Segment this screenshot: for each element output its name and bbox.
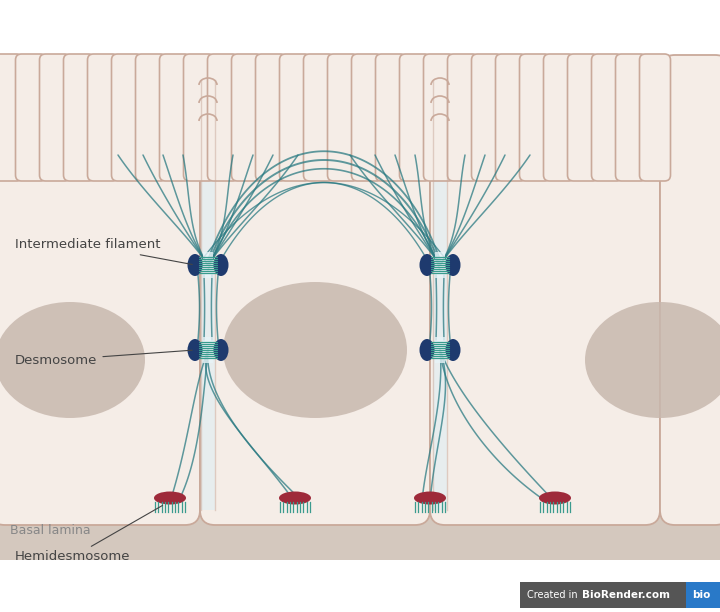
Text: Hemidesmosome: Hemidesmosome xyxy=(15,506,163,564)
FancyBboxPatch shape xyxy=(592,54,623,181)
Ellipse shape xyxy=(0,302,145,418)
Bar xyxy=(686,582,720,608)
Text: Basal lamina: Basal lamina xyxy=(10,523,91,537)
Ellipse shape xyxy=(539,491,571,504)
FancyBboxPatch shape xyxy=(430,55,660,525)
Text: Intermediate filament: Intermediate filament xyxy=(15,239,192,264)
FancyBboxPatch shape xyxy=(304,54,335,181)
Text: Desmosome: Desmosome xyxy=(15,350,192,367)
FancyBboxPatch shape xyxy=(160,54,191,181)
Ellipse shape xyxy=(446,254,461,276)
FancyBboxPatch shape xyxy=(448,54,479,181)
Ellipse shape xyxy=(214,339,228,361)
Text: BioRender.com: BioRender.com xyxy=(582,590,670,600)
FancyBboxPatch shape xyxy=(495,54,526,181)
FancyBboxPatch shape xyxy=(279,54,310,181)
Ellipse shape xyxy=(414,491,446,504)
Bar xyxy=(0,60,720,510)
Bar xyxy=(201,80,215,510)
FancyBboxPatch shape xyxy=(135,54,166,181)
FancyBboxPatch shape xyxy=(520,54,551,181)
FancyBboxPatch shape xyxy=(376,54,407,181)
FancyBboxPatch shape xyxy=(351,54,382,181)
Text: Created in: Created in xyxy=(527,590,581,600)
FancyBboxPatch shape xyxy=(567,54,598,181)
FancyBboxPatch shape xyxy=(0,55,200,525)
Text: bio: bio xyxy=(692,590,711,600)
FancyBboxPatch shape xyxy=(400,54,431,181)
Bar xyxy=(435,252,445,278)
FancyBboxPatch shape xyxy=(256,54,287,181)
Ellipse shape xyxy=(279,491,311,504)
Ellipse shape xyxy=(187,254,202,276)
FancyBboxPatch shape xyxy=(232,54,263,181)
Bar xyxy=(0,510,720,560)
FancyBboxPatch shape xyxy=(423,54,454,181)
Ellipse shape xyxy=(154,491,186,504)
FancyBboxPatch shape xyxy=(16,54,47,181)
Ellipse shape xyxy=(585,302,720,418)
Ellipse shape xyxy=(214,254,228,276)
FancyBboxPatch shape xyxy=(63,54,94,181)
FancyBboxPatch shape xyxy=(544,54,575,181)
Bar xyxy=(203,252,213,278)
FancyBboxPatch shape xyxy=(660,55,720,525)
Bar xyxy=(203,337,213,363)
Ellipse shape xyxy=(420,254,434,276)
FancyBboxPatch shape xyxy=(0,54,22,181)
FancyBboxPatch shape xyxy=(40,54,71,181)
Bar xyxy=(433,80,447,510)
FancyBboxPatch shape xyxy=(328,54,359,181)
Ellipse shape xyxy=(420,339,434,361)
Ellipse shape xyxy=(187,339,202,361)
FancyBboxPatch shape xyxy=(616,54,647,181)
FancyBboxPatch shape xyxy=(88,54,119,181)
FancyBboxPatch shape xyxy=(112,54,143,181)
FancyBboxPatch shape xyxy=(639,54,670,181)
Bar xyxy=(520,582,710,608)
FancyBboxPatch shape xyxy=(207,54,238,181)
Bar xyxy=(435,337,445,363)
FancyBboxPatch shape xyxy=(200,55,430,525)
Ellipse shape xyxy=(446,339,461,361)
Ellipse shape xyxy=(223,282,407,418)
FancyBboxPatch shape xyxy=(472,54,503,181)
FancyBboxPatch shape xyxy=(184,54,215,181)
